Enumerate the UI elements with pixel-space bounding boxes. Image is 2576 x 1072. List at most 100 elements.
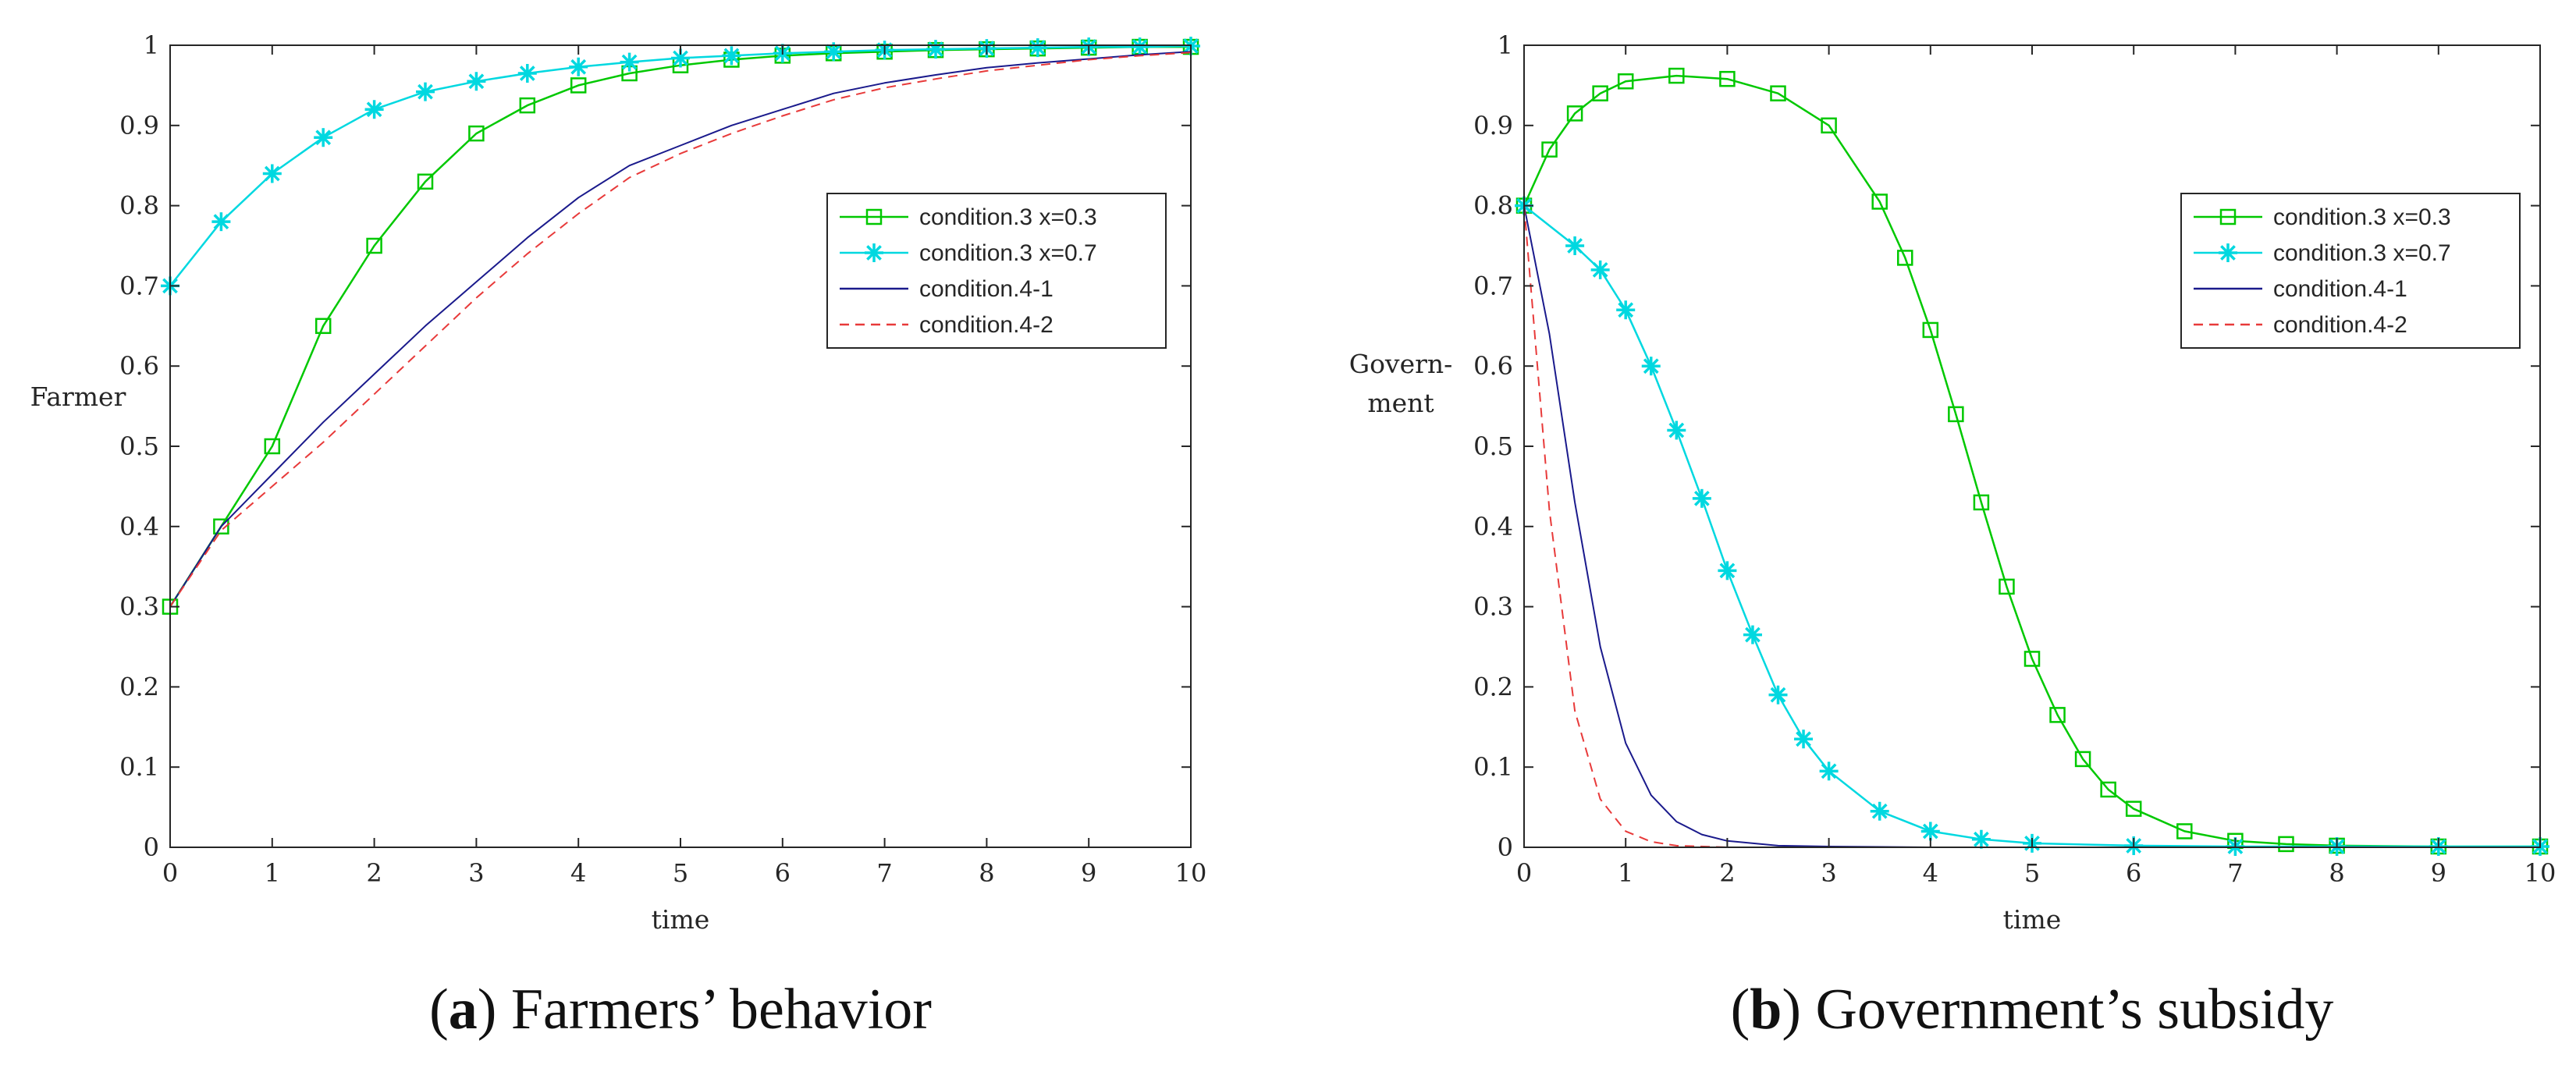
data-point-square [417,173,434,190]
data-point-star [1692,488,1711,508]
data-point-star [569,57,588,76]
x-axis-label: time [652,904,710,935]
series-markers-cond3-x07 [161,37,1200,296]
legend-label: condition.3 x=0.7 [919,240,1097,266]
data-point-star [416,82,435,101]
data-point-square [865,208,883,225]
data-point-square [570,77,587,94]
data-point-star [1768,685,1788,705]
legend-label: condition.3 x=0.3 [2273,204,2451,230]
data-point-star [1743,625,1762,644]
y-tick-label: 0.8 [1473,191,1513,221]
y-tick-label: 0.3 [119,592,159,622]
data-point-square [1973,494,1990,511]
x-tick-label: 10 [2524,858,2556,888]
data-point-square [519,97,536,114]
data-point-star [1130,37,1149,57]
legend-label: condition.3 x=0.7 [2273,240,2451,266]
y-tick-label: 0.2 [1473,672,1513,701]
y-axis-label: ment [1367,388,1434,418]
y-tick-label: 0.3 [1473,592,1513,622]
x-tick-label: 3 [1821,858,1836,888]
y-tick-label: 0.4 [1473,512,1513,541]
y-tick-label: 0.7 [119,271,159,300]
x-tick-label: 8 [979,858,994,888]
y-axis-label: Govern- [1349,349,1453,379]
data-point-star [2219,243,2237,262]
legend-item: condition.4-2 [840,312,1053,338]
y-tick-label: 0.7 [1473,271,1513,300]
data-point-square [1948,406,1964,423]
x-axis-label: time [2003,904,2062,935]
x-tick-label: 10 [1175,858,1207,888]
data-point-square [2049,707,2066,723]
data-point-square [1719,70,1736,87]
data-point-square [366,237,382,254]
x-tick-label: 1 [1618,858,1633,888]
x-tick-label: 2 [366,858,382,888]
data-point-star [1028,38,1047,58]
y-tick-label: 0.5 [1473,431,1513,461]
x-tick-label: 0 [162,858,178,888]
data-point-star [620,52,639,72]
x-tick-label: 4 [1923,858,1938,888]
y-tick-label: 0.6 [1473,351,1513,381]
x-tick-label: 9 [2431,858,2446,888]
y-axis-label: Farmer [30,382,126,412]
data-point-square [1617,73,1634,90]
plot-area [1524,45,2540,847]
data-point-square [2176,823,2193,839]
data-point-square [1592,85,1608,101]
x-tick-label: 1 [265,858,280,888]
series-line-cond3-x03 [1523,74,2540,848]
data-point-square [264,438,281,455]
legend-label: condition.4-2 [2273,312,2407,338]
legend-item: condition.3 x=0.7 [2194,240,2451,266]
panel-a-chart: 0 1 2 3 4 5 6 7 8 9 10 0 0.1 0.2 0.3 0.4 0.5 0.6 0.7 0.8 0.9… [30,30,1207,1042]
data-point-star [1920,822,1940,841]
y-tick-label: 0 [1498,832,1513,862]
data-point-star [1565,236,1585,255]
x-tick-label: 9 [1081,858,1096,888]
legend-label: condition.4-1 [919,276,1053,302]
x-tick-label: 6 [775,858,791,888]
data-point-star [517,63,537,83]
x-tick-label: 7 [2227,858,2243,888]
data-point-star [1870,801,1889,821]
y-tick-label: 1 [1498,30,1513,60]
panel-a-caption: (a) Farmers’ behavior [429,978,932,1042]
legend-label: condition.3 x=0.3 [919,204,1097,230]
legend-label: condition.4-1 [2273,276,2407,302]
data-point-star [467,72,486,91]
x-tick-label: 8 [2329,858,2344,888]
y-tick-label: 0.2 [119,672,159,701]
data-point-star [722,46,741,66]
data-point-square [1821,117,1837,134]
legend-item: condition.4-2 [2194,312,2407,338]
panel-b-chart: 0 1 2 3 4 5 6 7 8 9 10 0 0.1 0.2 0.3 0.4 0.5 0.6 0.7 0.8 0.9… [1349,30,2556,1042]
y-tick-label: 0.4 [119,512,159,541]
data-point-square [1541,141,1558,158]
data-point-star [1667,421,1686,440]
data-point-star [262,164,282,183]
legend-item: condition.4-1 [840,276,1053,302]
legend-item: condition.3 x=0.3 [2194,204,2451,230]
data-point-square [468,125,485,142]
y-tick-label: 0.8 [119,191,159,221]
data-point-square [2023,651,2041,667]
data-point-star [1718,561,1737,580]
data-point-square [2100,781,2116,798]
data-point-square [314,318,332,335]
x-tick-label: 3 [468,858,484,888]
legend-item: condition.3 x=0.3 [840,204,1097,230]
y-tick-label: 0.9 [1473,111,1513,140]
data-point-square [1668,67,1685,84]
data-point-star [865,243,883,262]
y-tick-label: 0 [144,832,159,862]
legend-box [2180,193,2521,349]
data-point-square [1566,105,1583,122]
plot-area [170,45,1191,847]
data-point-star [1616,300,1636,320]
data-point-star [314,128,333,147]
